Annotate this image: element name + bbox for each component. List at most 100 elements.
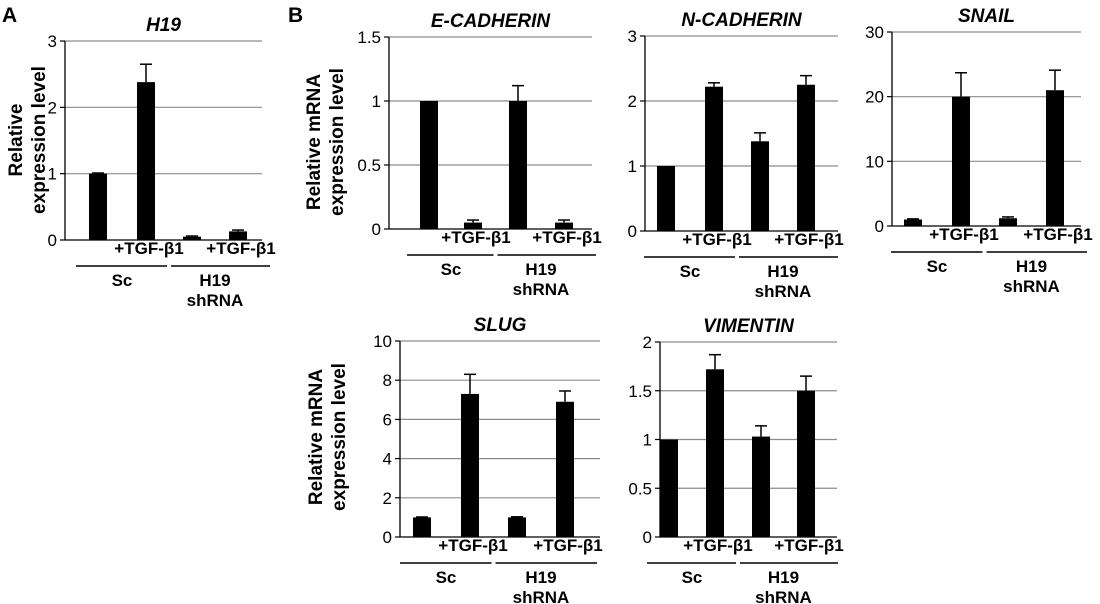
chart-title: VIMENTIN <box>703 316 795 337</box>
y-tick-label: 0 <box>48 231 57 250</box>
y-axis-label-bottom-row: Relative mRNA expression level <box>306 363 350 511</box>
group-label-sc: Sc <box>680 262 701 281</box>
y-tick-label: 2 <box>48 98 57 117</box>
y-tick-label: 2 <box>628 92 637 111</box>
y-axis-label-top-row: Relative mRNA expression level <box>304 68 348 216</box>
y-tick-label: 6 <box>383 410 392 429</box>
condition-label: +TGF-β1 <box>441 228 510 247</box>
group-label-shrna: shRNA <box>755 282 812 301</box>
bar-2 <box>706 369 724 537</box>
bar-1 <box>904 219 922 226</box>
group-label-sc: Sc <box>927 257 948 276</box>
y-tick-label: 0 <box>643 528 652 547</box>
y-tick-label: 0.5 <box>357 156 381 175</box>
condition-label: +TGF-β1 <box>929 225 998 244</box>
group-label-sc: Sc <box>441 260 462 279</box>
chart-title: E-CADHERIN <box>431 11 552 32</box>
y-tick-label: 30 <box>865 23 884 42</box>
bar-3 <box>508 517 526 537</box>
bar-2 <box>137 82 155 240</box>
condition-label: +TGF-β1 <box>774 230 843 249</box>
condition-label: +TGF-β1 <box>532 228 601 247</box>
bar-1 <box>420 101 438 229</box>
bar-4 <box>556 401 574 537</box>
group-label-sc: Sc <box>682 568 703 587</box>
y-axis-label-line1: Relative <box>6 104 27 177</box>
bar-4 <box>797 84 815 231</box>
y-tick-label: 10 <box>865 152 884 171</box>
bar-2 <box>705 86 723 231</box>
group-label-shrna: shRNA <box>755 588 812 604</box>
y-tick-label: 2 <box>383 489 392 508</box>
condition-label: +TGF-β1 <box>533 536 602 555</box>
condition-label: +TGF-β1 <box>114 239 183 258</box>
y-axis-label-line1: Relative mRNA <box>304 74 325 210</box>
group-label-h19: H19 <box>1016 257 1047 276</box>
condition-label: +TGF-β1 <box>206 239 275 258</box>
y-tick-label: 20 <box>865 88 884 107</box>
bar-4 <box>1046 90 1064 226</box>
bar-2 <box>461 393 479 537</box>
panel-label-a: A <box>2 4 17 27</box>
group-label-h19: H19 <box>525 568 556 587</box>
chart-e-cadherin: E-CADHERIN 0 0.5 1 1.5 +TGF-β1 +TGF-β1 Sc H19shR… <box>357 11 601 299</box>
chart-title: SLUG <box>474 315 527 336</box>
y-tick-label: 1 <box>372 92 381 111</box>
y-tick-label: 0.5 <box>628 479 652 498</box>
y-axis-label-h19: Relative expression level <box>6 66 50 214</box>
y-tick-label: 0 <box>383 528 392 547</box>
group-label-h19: H19 <box>199 271 230 290</box>
condition-label: +TGF-β1 <box>1023 225 1092 244</box>
y-tick-label: 2 <box>643 333 652 352</box>
group-label-shrna: shRNA <box>1003 277 1060 296</box>
group-label-h19: H19 <box>767 262 798 281</box>
condition-label: +TGF-β1 <box>682 230 751 249</box>
bar-2 <box>952 96 970 227</box>
bar-3 <box>509 101 527 229</box>
condition-label: +TGF-β1 <box>438 536 507 555</box>
y-tick-label: 10 <box>373 332 392 351</box>
group-label-h19: H19 <box>525 260 556 279</box>
y-tick-label: 0 <box>372 220 381 239</box>
y-tick-label: 4 <box>383 450 392 469</box>
bar-3 <box>183 236 201 240</box>
group-label-shrna: shRNA <box>513 280 570 299</box>
y-tick-label: 0 <box>875 217 884 236</box>
bar-1 <box>657 166 675 231</box>
chart-vimentin: VIMENTIN 0 0.5 1 1.5 2 +TGF-β1 +TGF-β1 Sc H19shRN… <box>628 316 843 604</box>
bar-2 <box>464 222 482 229</box>
y-tick-label: 1 <box>628 157 637 176</box>
condition-label: +TGF-β1 <box>774 536 843 555</box>
y-axis-label-line1: Relative mRNA <box>306 369 327 505</box>
y-tick-label: 1.5 <box>628 382 652 401</box>
group-label-shrna: shRNA <box>187 291 244 310</box>
bar-4 <box>229 231 247 240</box>
bar-4 <box>797 390 815 537</box>
y-tick-label: 0 <box>628 222 637 241</box>
group-label-h19: H19 <box>768 568 799 587</box>
bar-3 <box>752 436 770 537</box>
group-label-sc: Sc <box>112 271 133 290</box>
panel-label-b: B <box>288 4 303 27</box>
chart-title: N-CADHERIN <box>681 10 803 31</box>
chart-title: SNAIL <box>958 6 1015 27</box>
group-label-shrna: shRNA <box>513 588 570 604</box>
y-tick-label: 1 <box>643 431 652 450</box>
y-tick-label: 1.5 <box>357 28 381 47</box>
y-axis-label-line2: expression level <box>29 66 50 214</box>
y-tick-label: 3 <box>628 27 637 46</box>
y-tick-label: 8 <box>383 371 392 390</box>
bar-3 <box>751 141 769 231</box>
bar-1 <box>660 439 678 537</box>
y-tick-label: 1 <box>48 165 57 184</box>
y-tick-label: 3 <box>48 32 57 51</box>
condition-label: +TGF-β1 <box>683 536 752 555</box>
bar-1 <box>413 517 431 537</box>
group-label-sc: Sc <box>436 568 457 587</box>
